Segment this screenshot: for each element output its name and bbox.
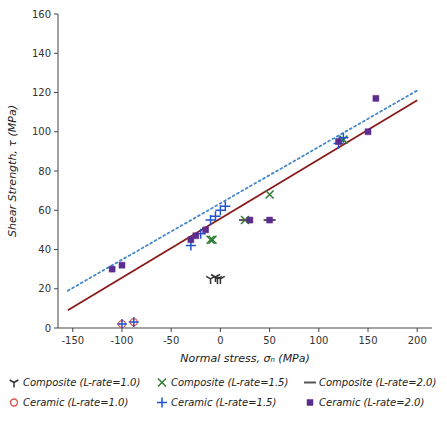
x-tick: [171, 328, 172, 332]
point: [267, 217, 273, 223]
x-tick-label: 100: [309, 335, 328, 346]
x-tick: [368, 328, 369, 332]
point: [216, 276, 225, 284]
marks: [68, 91, 417, 328]
x-tick: [318, 328, 319, 332]
y-tick: [54, 14, 58, 15]
x-tick: [121, 328, 122, 332]
legend-marker: [304, 382, 316, 384]
point: [119, 262, 125, 268]
x-tick-label: 150: [358, 335, 377, 346]
x-tick-label: -150: [61, 335, 84, 346]
y-tick-label: 120: [32, 87, 51, 98]
fit-line: [68, 100, 417, 310]
point: [220, 201, 230, 211]
point: [193, 233, 199, 239]
point: [129, 317, 139, 327]
x-tick-label: 50: [263, 335, 276, 346]
y-axis-label: Shear Strength, τ (MPa): [6, 105, 19, 237]
legend-marker: [157, 398, 167, 408]
point: [117, 319, 127, 328]
legend-marker: [10, 399, 17, 406]
y-tick: [54, 288, 58, 289]
point: [365, 129, 371, 135]
point: [334, 139, 344, 149]
x-tick-label: 200: [408, 335, 427, 346]
y-tick-label: 100: [32, 126, 51, 137]
legend-label: Ceramic (L-rate=1.5): [171, 397, 276, 408]
chart: -150 -100 -50 0 50 100 150 200 0 20 40 60 80 100 120 14…: [0, 0, 447, 432]
legend: Composite (L-rate=1.0) Composite (L-rate=…: [10, 377, 437, 408]
legend-label: Composite (L-rate=1.0): [23, 377, 140, 388]
y-tick: [54, 249, 58, 250]
point: [203, 227, 209, 233]
legend-marker: [158, 379, 166, 387]
point: [210, 211, 220, 221]
point: [266, 191, 274, 199]
axes: -150 -100 -50 0 50 100 150 200 0 20 40 60 80 100 120 14…: [32, 9, 432, 347]
legend-label: Ceramic (L-rate=2.0): [319, 397, 424, 408]
legend-marker: [10, 380, 19, 388]
legend-label: Composite (L-rate=2.0): [319, 377, 436, 388]
x-tick: [417, 328, 418, 332]
legend-marker: [307, 400, 313, 406]
y-tick-label: 160: [32, 9, 51, 20]
y-tick: [54, 171, 58, 172]
y-tick: [54, 92, 58, 93]
y-tick: [54, 131, 58, 132]
x-tick-label: 0: [217, 335, 223, 346]
y-tick: [54, 328, 58, 329]
y-tick-label: 60: [38, 205, 51, 216]
point: [247, 217, 253, 223]
y-tick: [54, 210, 58, 211]
y-tick-label: 140: [32, 48, 51, 59]
x-tick: [72, 328, 73, 332]
legend-label: Ceramic (L-rate=1.0): [23, 397, 128, 408]
x-tick-label: -100: [111, 335, 134, 346]
point: [373, 95, 379, 101]
y-tick-label: 20: [38, 283, 51, 294]
x-axis-line: [58, 328, 432, 329]
x-tick: [220, 328, 221, 332]
x-tick-label: -50: [163, 335, 179, 346]
legend-label: Composite (L-rate=1.5): [171, 377, 288, 388]
point: [209, 236, 217, 244]
fit-line: [68, 91, 417, 291]
point: [336, 139, 342, 145]
y-tick-label: 0: [45, 323, 51, 334]
y-tick-label: 40: [38, 244, 51, 255]
x-tick: [269, 328, 270, 332]
point: [109, 266, 115, 272]
x-axis-label: Normal stress, σₙ (MPa): [180, 352, 310, 365]
y-tick: [54, 53, 58, 54]
y-tick-label: 80: [38, 166, 51, 177]
